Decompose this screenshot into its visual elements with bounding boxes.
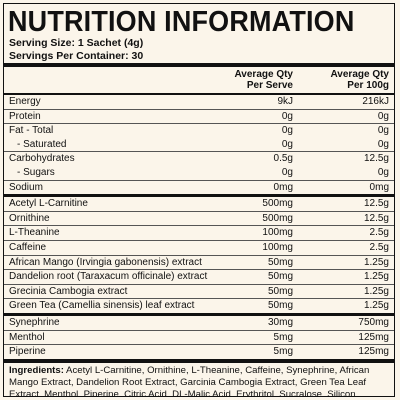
nutrition-panel: NUTRITION INFORMATION Serving Size: 1 Sa… [3, 3, 395, 397]
table-section: Acetyl L-Carnitine 500mg 12.5g Ornithine 500… [4, 194, 394, 313]
column-header-line: Average Qty [234, 69, 293, 80]
per-serve: 50mg [267, 300, 293, 312]
per-100g: 0g [377, 110, 389, 122]
nutrient-name: African Mango (Irvingia gabonensis) extr… [9, 256, 202, 268]
column-header: Average Qty Per 100g [293, 69, 394, 91]
column-header-line: Average Qty [330, 69, 389, 80]
table-row: Energy 9kJ 216kJ [4, 95, 394, 109]
title: NUTRITION INFORMATION [8, 6, 355, 38]
nutrient-name: Ornithine [9, 212, 50, 224]
table-section: Energy 9kJ 216kJ Protein 0g 0g Fat - Total 0g 0g… [4, 93, 394, 194]
nutrient-name: L-Theanine [9, 227, 60, 239]
per-serve: 100mg [262, 227, 293, 239]
per-100g: 0mg [369, 181, 389, 193]
column-header-line: Per 100g [347, 80, 389, 91]
nutrient-name: Carbohydrates [9, 153, 75, 165]
table-row: - Saturated 0g 0g [4, 138, 394, 152]
per-100g: 12.5g [363, 153, 389, 165]
per-serve: 0.5g [273, 153, 293, 165]
per-serve: 50mg [267, 271, 293, 283]
per-serve: 0g [281, 110, 293, 122]
per-serve: 0mg [273, 181, 293, 193]
per-serve: 500mg [262, 212, 293, 224]
nutrient-name: - Sugars [17, 166, 55, 178]
per-100g: 2.5g [369, 241, 389, 253]
nutrient-name: Protein [9, 110, 41, 122]
table-row: Carbohydrates 0.5g 12.5g [4, 151, 394, 166]
per-100g: 2.5g [369, 227, 389, 239]
column-headers: Average Qty Per Serve Average Qty Per 100g [4, 67, 394, 93]
per-serve: 0g [281, 125, 293, 137]
table-row: Green Tea (Camellia sinensis) leaf extra… [4, 298, 394, 313]
per-100g: 125mg [358, 346, 389, 358]
table-row: Fat - Total 0g 0g [4, 123, 394, 138]
table-row: Dandelion root (Taraxacum officinale) ex… [4, 269, 394, 284]
per-serve: 0g [281, 138, 293, 150]
per-100g: 1.25g [363, 256, 389, 268]
nutrient-name: Grecinia Cambogia extract [9, 285, 128, 297]
table-row: Acetyl L-Carnitine 500mg 12.5g [4, 197, 394, 211]
table-row: Ornithine 500mg 12.5g [4, 210, 394, 226]
per-100g: 750mg [358, 316, 389, 328]
per-serve: 5mg [273, 331, 293, 343]
nutrient-name: Menthol [9, 331, 45, 343]
per-100g: 0g [377, 138, 389, 150]
table-row: Sodium 0mg 0mg [4, 179, 394, 195]
serving-size: Serving Size: 1 Sachet (4g) [9, 37, 144, 49]
table-row: Menthol 5mg 125mg [4, 329, 394, 345]
per-100g: 12.5g [363, 212, 389, 224]
nutrient-name: Acetyl L-Carnitine [9, 198, 88, 210]
ingredients-text: Acetyl L-Carnitine, Ornithine, L-Theanin… [9, 364, 370, 397]
servings-per-container: Servings Per Container: 30 [9, 50, 144, 62]
nutrient-name: Caffeine [9, 241, 47, 253]
per-serve: 30mg [267, 316, 293, 328]
table-row: - Sugars 0g 0g [4, 166, 394, 180]
ingredients: Ingredients: Acetyl L-Carnitine, Ornithi… [4, 358, 394, 397]
nutrient-name: Sodium [9, 181, 43, 193]
ingredients-label: Ingredients: [9, 364, 64, 376]
nutrient-name: - Saturated [17, 138, 67, 150]
table-section: Synephrine 30mg 750mg Menthol 5mg 125mg Piperi… [4, 312, 394, 359]
per-100g: 0g [377, 125, 389, 137]
per-serve: 100mg [262, 241, 293, 253]
table-row: L-Theanine 100mg 2.5g [4, 225, 394, 240]
nutrient-name: Piperine [9, 346, 46, 358]
per-100g: 0g [377, 166, 389, 178]
per-serve: 9kJ [277, 96, 293, 107]
nutrition-table: Average Qty Per Serve Average Qty Per 100g E… [4, 63, 394, 359]
per-100g: 12.5g [363, 198, 389, 210]
per-serve: 0g [281, 166, 293, 178]
per-100g: 125mg [358, 331, 389, 343]
per-100g: 1.25g [363, 285, 389, 297]
nutrient-name: Dandelion root (Taraxacum officinale) ex… [9, 271, 208, 283]
nutrient-name: Energy [9, 96, 41, 107]
table-row: Grecinia Cambogia extract 50mg 1.25g [4, 283, 394, 299]
table-row: Protein 0g 0g [4, 108, 394, 124]
per-serve: 500mg [262, 198, 293, 210]
per-100g: 1.25g [363, 300, 389, 312]
per-100g: 216kJ [362, 96, 389, 107]
nutrient-name: Fat - Total [9, 125, 54, 137]
nutrient-name: Green Tea (Camellia sinensis) leaf extra… [9, 300, 195, 312]
per-100g: 1.25g [363, 271, 389, 283]
table-row: Synephrine 30mg 750mg [4, 316, 394, 330]
nutrient-name: Synephrine [9, 316, 60, 328]
per-serve: 50mg [267, 256, 293, 268]
table-row: Caffeine 100mg 2.5g [4, 239, 394, 255]
per-serve: 5mg [273, 346, 293, 358]
table-row: African Mango (Irvingia gabonensis) extr… [4, 254, 394, 270]
per-serve: 50mg [267, 285, 293, 297]
column-header: Average Qty Per Serve [203, 69, 293, 91]
table-row: Piperine 5mg 125mg [4, 344, 394, 359]
column-header-line: Per Serve [246, 80, 293, 91]
